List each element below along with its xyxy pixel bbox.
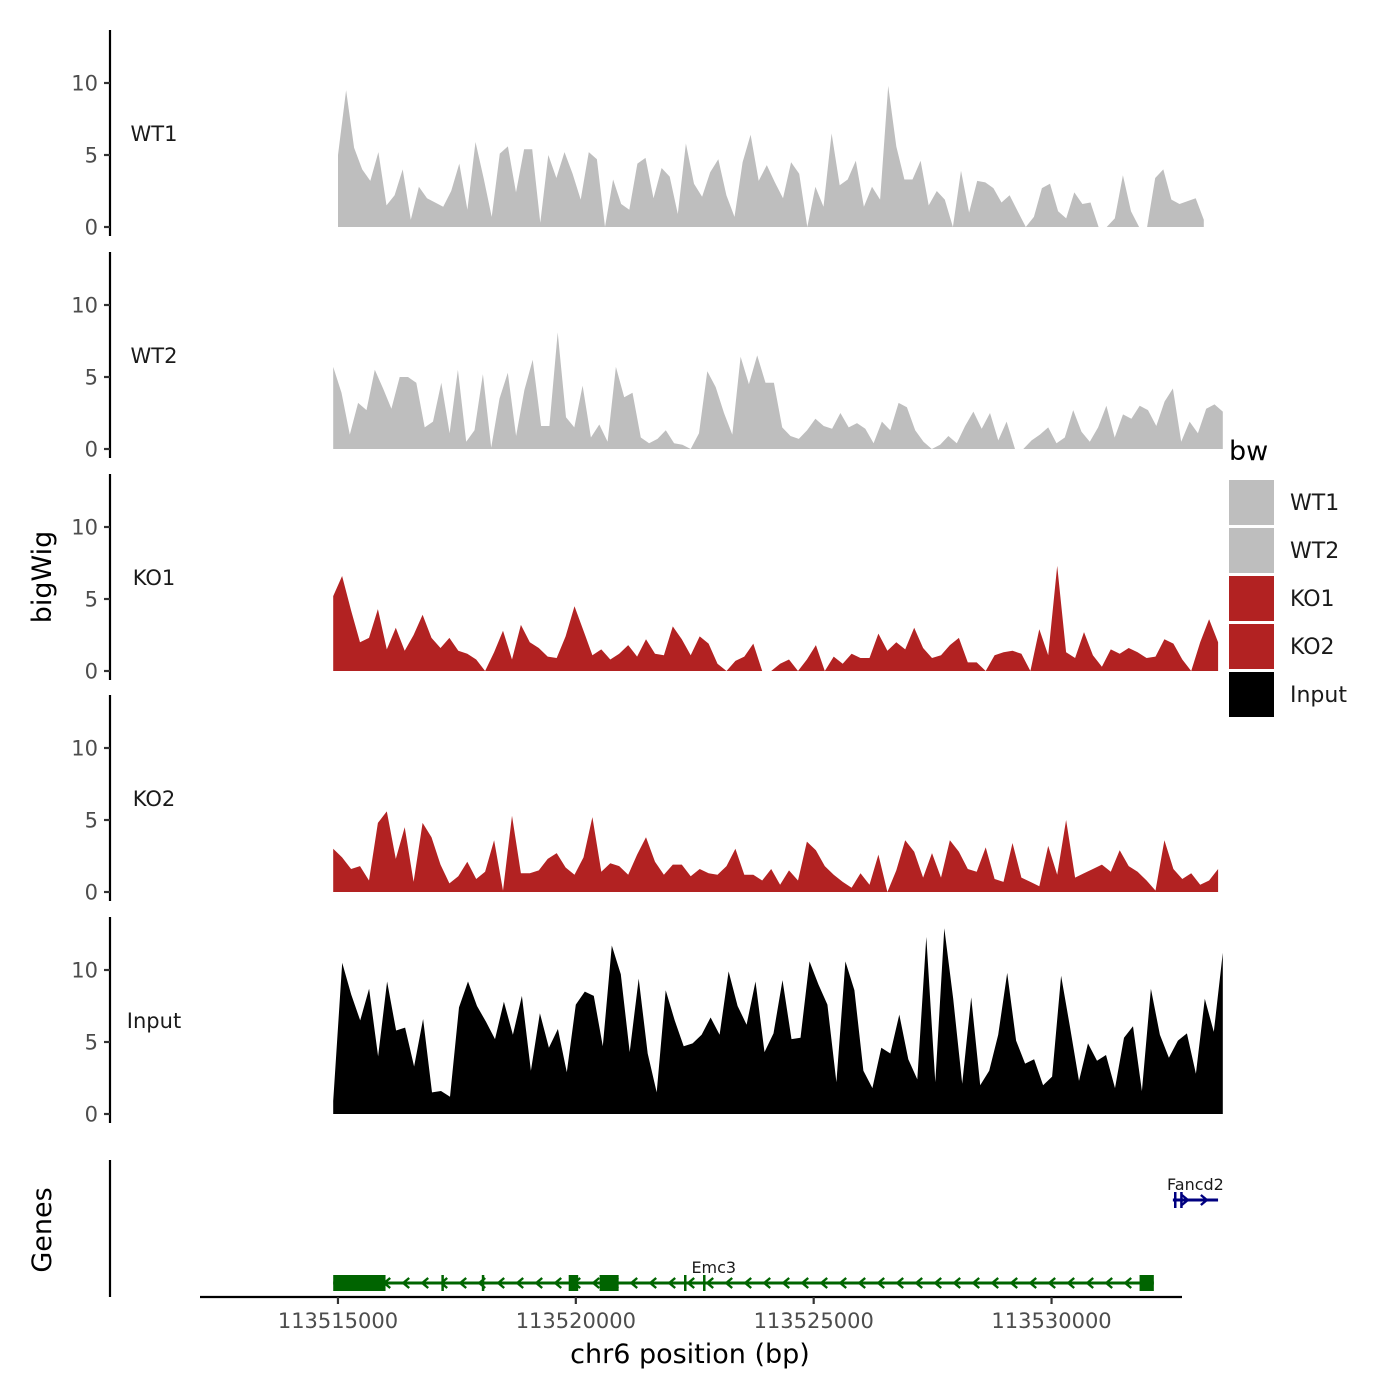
strand-arrow bbox=[534, 1277, 543, 1289]
y-tick-label: 10 bbox=[71, 72, 98, 96]
y-tick-label: 5 bbox=[85, 366, 98, 390]
strand-arrow bbox=[781, 1277, 790, 1289]
strand-arrow bbox=[439, 1277, 448, 1289]
track-label: KO2 bbox=[133, 787, 176, 811]
y-tick-label: 10 bbox=[71, 737, 98, 761]
track-ko2: 0 5 10 KO2 bbox=[71, 695, 1219, 905]
legend-key-ko2 bbox=[1229, 624, 1274, 669]
gene-fancd2: Fancd2 bbox=[1167, 1175, 1224, 1208]
strand-arrow bbox=[857, 1277, 866, 1289]
strand-arrow bbox=[933, 1277, 942, 1289]
strand-arrow bbox=[401, 1277, 410, 1289]
track-label: WT1 bbox=[131, 122, 178, 146]
strand-arrow bbox=[819, 1277, 828, 1289]
y-tick-label: 5 bbox=[85, 588, 98, 612]
gene-label: Fancd2 bbox=[1167, 1175, 1224, 1194]
strand-arrow bbox=[990, 1277, 999, 1289]
strand-arrow bbox=[515, 1277, 524, 1289]
coverage-area-wt2 bbox=[333, 332, 1223, 449]
coverage-area-input bbox=[333, 928, 1223, 1114]
track-label: KO1 bbox=[133, 566, 176, 590]
strand-arrow bbox=[686, 1277, 695, 1289]
legend-key-ko1 bbox=[1229, 576, 1274, 621]
strand-arrow bbox=[952, 1277, 961, 1289]
x-axis-title: chr6 position (bp) bbox=[570, 1339, 810, 1370]
strand-arrow bbox=[1085, 1277, 1094, 1289]
track-input: 0 5 10 Input bbox=[71, 917, 1223, 1127]
strand-arrow bbox=[743, 1277, 752, 1289]
y-tick-label: 0 bbox=[85, 216, 98, 240]
legend-key-wt2 bbox=[1229, 528, 1274, 573]
strand-arrow bbox=[1181, 1194, 1190, 1206]
y-tick-label: 0 bbox=[85, 438, 98, 462]
strand-arrow bbox=[838, 1277, 847, 1289]
strand-arrow bbox=[420, 1277, 429, 1289]
track-label: WT2 bbox=[131, 344, 178, 368]
y-tick-label: 0 bbox=[85, 1103, 98, 1127]
legend-label: WT1 bbox=[1290, 491, 1339, 516]
gene-exon bbox=[333, 1275, 386, 1291]
x-tick-label: 113525000 bbox=[754, 1309, 874, 1333]
strand-arrow bbox=[629, 1277, 638, 1289]
y-tick-label: 10 bbox=[71, 959, 98, 983]
strand-arrow bbox=[458, 1277, 467, 1289]
legend-label: KO1 bbox=[1290, 587, 1335, 612]
y-tick-label: 0 bbox=[85, 660, 98, 684]
strand-arrow bbox=[876, 1277, 885, 1289]
coverage-area-ko1 bbox=[333, 565, 1219, 671]
legend-label: KO2 bbox=[1290, 635, 1335, 660]
legend-title: bw bbox=[1229, 436, 1268, 467]
tracks-group: 0 5 10 WT1 0 5 10 WT2 0 5 10 KO1 0 5 10 KO2 0 5 10 Input bbox=[71, 30, 1223, 1127]
strand-arrow bbox=[895, 1277, 904, 1289]
strand-arrow bbox=[591, 1277, 600, 1289]
legend-key-wt1 bbox=[1229, 480, 1274, 525]
strand-arrow bbox=[800, 1277, 809, 1289]
gene-exon bbox=[599, 1275, 619, 1291]
y-axis-title: bigWig bbox=[27, 531, 58, 624]
y-tick-label: 10 bbox=[71, 294, 98, 318]
track-wt1: 0 5 10 WT1 bbox=[71, 30, 1204, 240]
strand-arrow bbox=[971, 1277, 980, 1289]
strand-arrow bbox=[1066, 1277, 1075, 1289]
strand-arrow bbox=[553, 1277, 562, 1289]
strand-arrow bbox=[496, 1277, 505, 1289]
y-tick-label: 5 bbox=[85, 144, 98, 168]
legend-key-input bbox=[1229, 672, 1274, 717]
coverage-area-ko2 bbox=[333, 811, 1219, 892]
legend-label: Input bbox=[1290, 683, 1347, 708]
gene-emc3: Emc3 bbox=[333, 1258, 1154, 1291]
gene-exon bbox=[568, 1275, 579, 1291]
strand-arrow bbox=[914, 1277, 923, 1289]
y-tick-label: 5 bbox=[85, 809, 98, 833]
genes-axis-title: Genes bbox=[27, 1187, 58, 1272]
legend: bw WT1 WT2 KO1 KO2 Input bbox=[1229, 436, 1347, 717]
y-tick-label: 10 bbox=[71, 516, 98, 540]
x-axis: 113515000 113520000 113525000 113530000 bbox=[200, 1295, 1182, 1333]
strand-arrow bbox=[1200, 1194, 1209, 1206]
gene-exon bbox=[1139, 1275, 1154, 1291]
track-label: Input bbox=[127, 1009, 181, 1033]
strand-arrow bbox=[762, 1277, 771, 1289]
strand-arrow bbox=[648, 1277, 657, 1289]
y-tick-label: 5 bbox=[85, 1031, 98, 1055]
legend-label: WT2 bbox=[1290, 539, 1339, 564]
x-tick-label: 113520000 bbox=[516, 1309, 636, 1333]
x-tick-label: 113515000 bbox=[278, 1309, 398, 1333]
strand-arrow bbox=[724, 1277, 733, 1289]
y-tick-label: 0 bbox=[85, 881, 98, 905]
strand-arrow bbox=[1009, 1277, 1018, 1289]
gene-label: Emc3 bbox=[691, 1258, 736, 1277]
genes-panel: Emc3 Fancd2 bbox=[108, 1160, 1224, 1297]
strand-arrow bbox=[1047, 1277, 1056, 1289]
coverage-area-wt1 bbox=[338, 85, 1204, 228]
strand-arrow bbox=[705, 1277, 714, 1289]
track-ko1: 0 5 10 KO1 bbox=[71, 474, 1219, 684]
track-wt2: 0 5 10 WT2 bbox=[71, 252, 1223, 462]
strand-arrow bbox=[1123, 1277, 1132, 1289]
strand-arrow bbox=[1104, 1277, 1113, 1289]
strand-arrow bbox=[667, 1277, 676, 1289]
strand-arrow bbox=[1028, 1277, 1037, 1289]
x-tick-label: 113530000 bbox=[991, 1309, 1111, 1333]
